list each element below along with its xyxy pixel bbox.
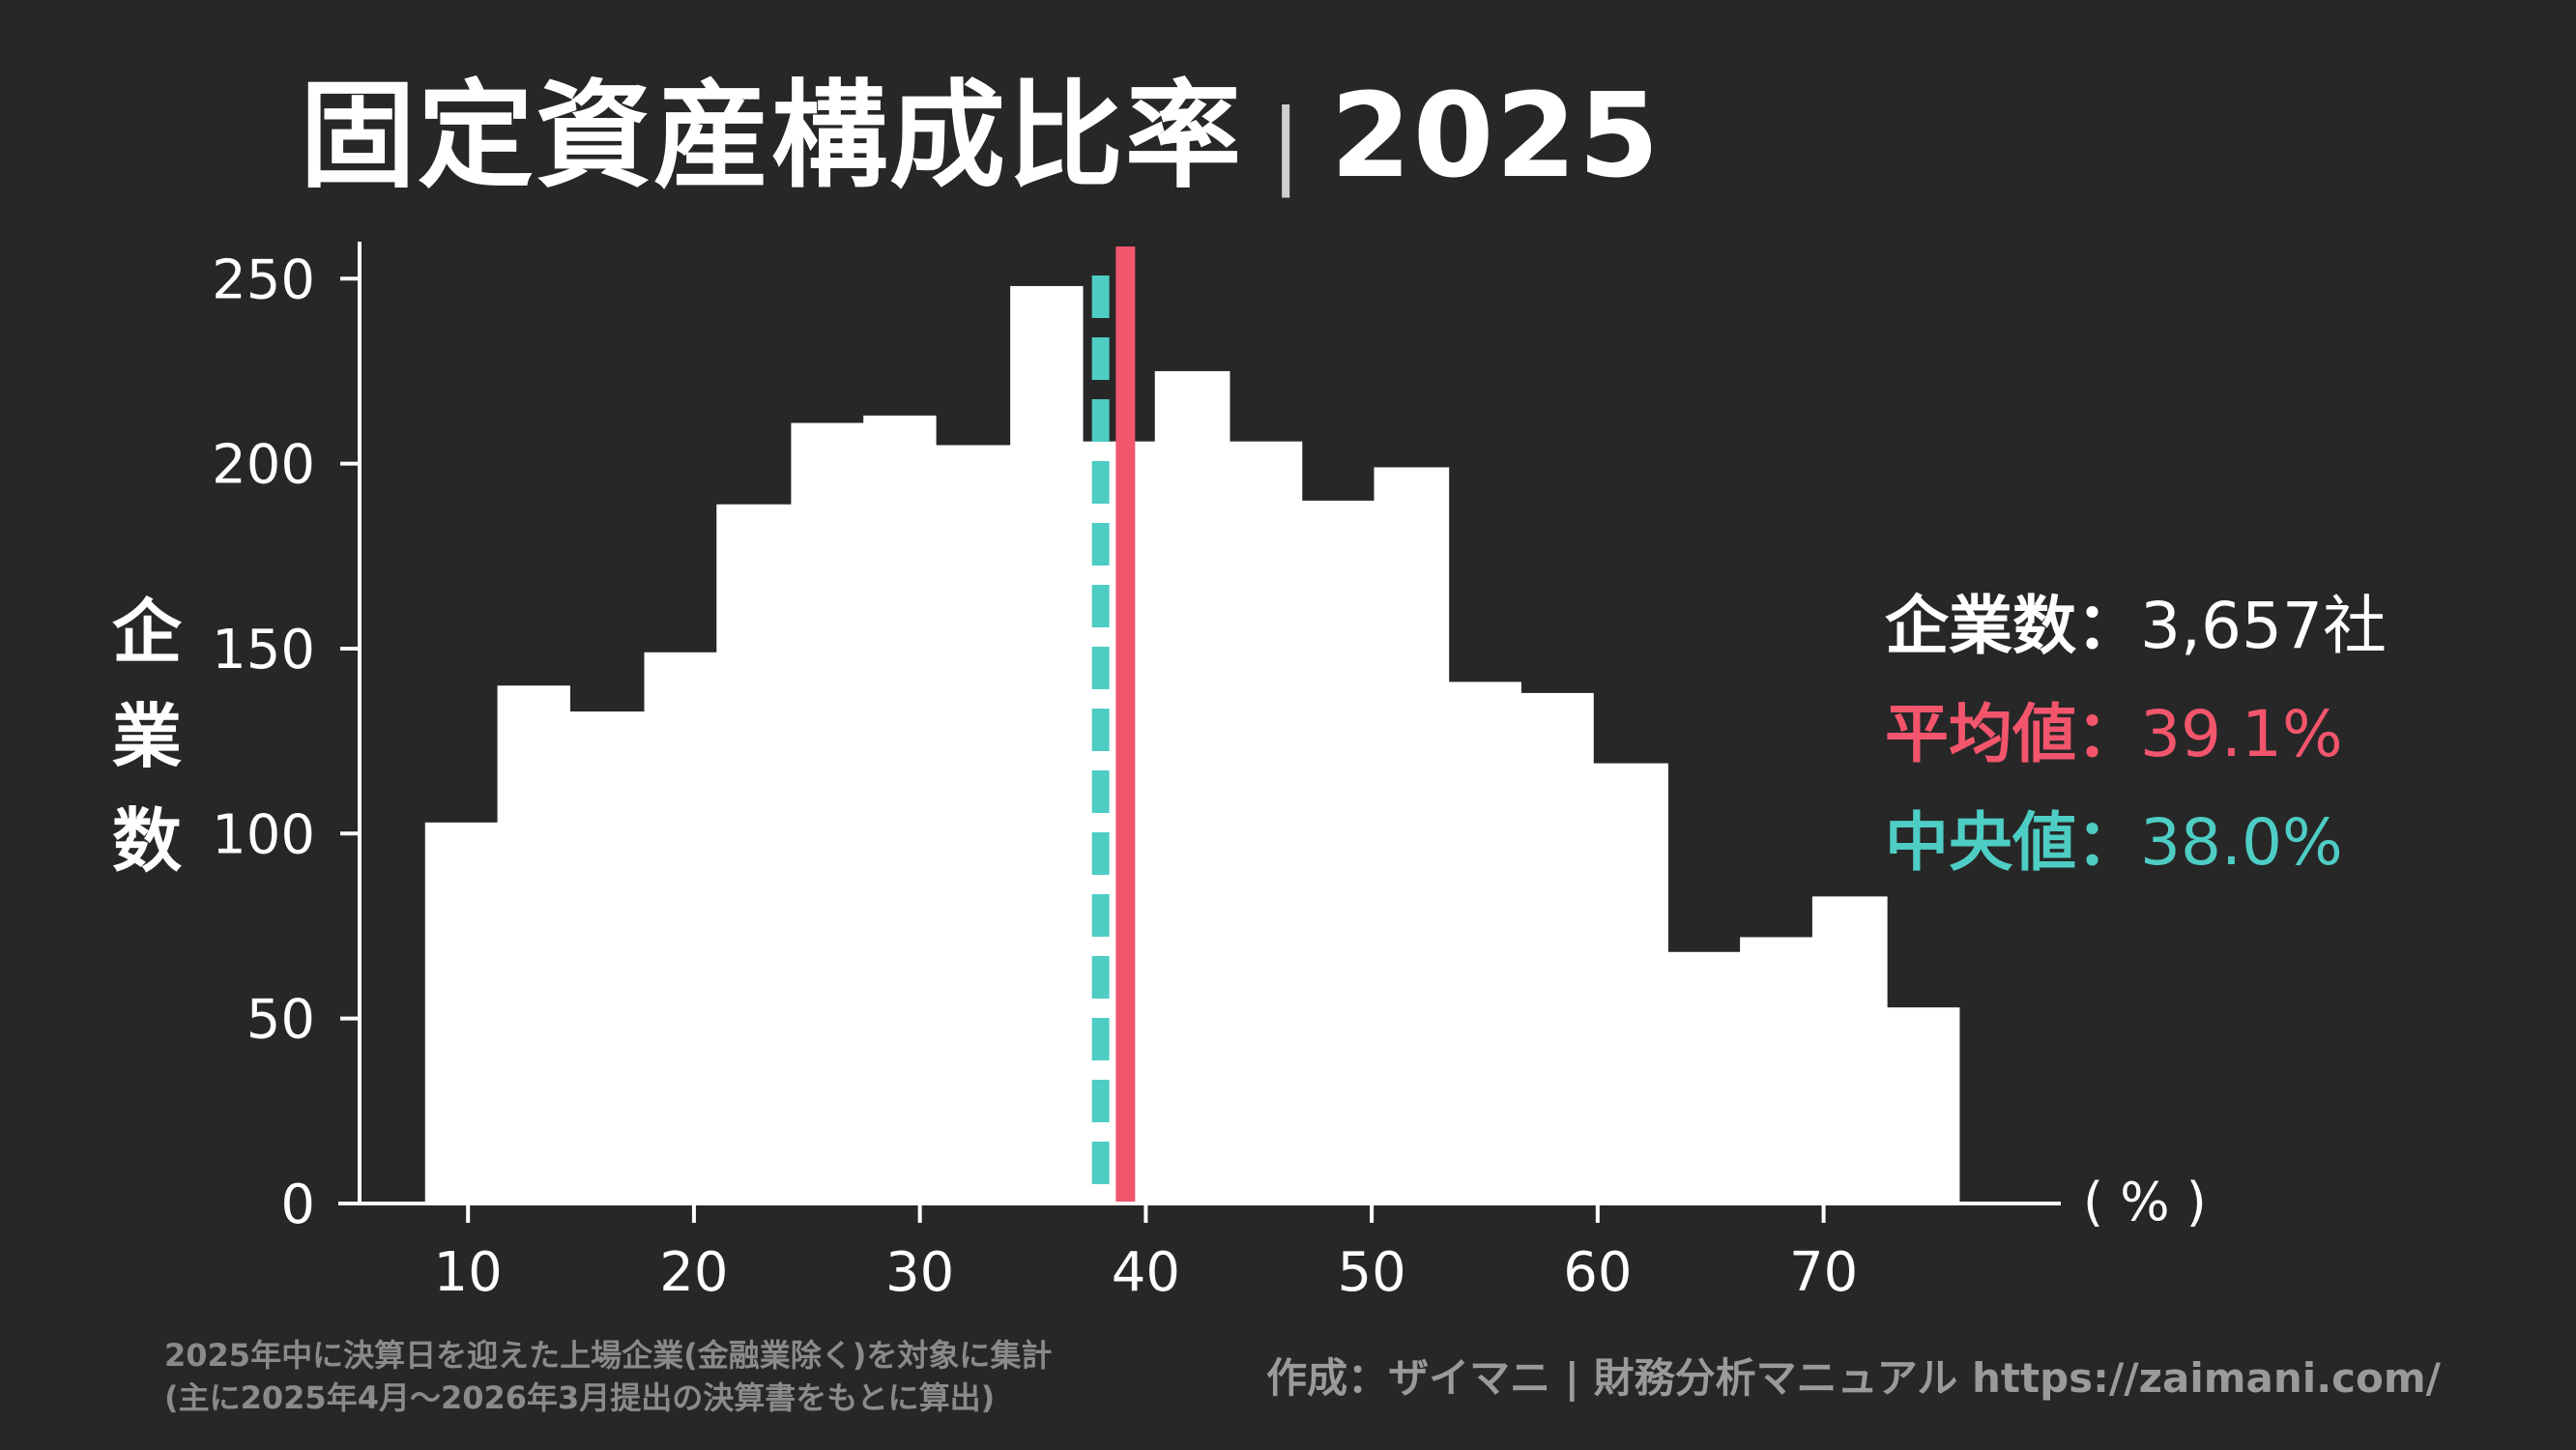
- histogram-bar: [1740, 937, 1813, 1204]
- y-axis-label: 企 業 数: [108, 580, 186, 893]
- histogram-bar: [1520, 692, 1594, 1204]
- x-tick-label: 50: [1337, 1241, 1405, 1304]
- median-label: 中央値: [1885, 805, 2076, 880]
- chart-title: 固定資産構成比率 | 2025: [300, 68, 1661, 207]
- footnote: 2025年中に決算日を迎えた上場企業(金融業除く)を対象に集計 (主に2025年…: [164, 1334, 1052, 1419]
- company-count-value: 3,657社: [2140, 589, 2387, 663]
- x-tick-label: 70: [1789, 1241, 1858, 1304]
- histogram-bar: [1301, 500, 1375, 1204]
- median-value: 38.0%: [2140, 805, 2343, 880]
- y-axis-label-char: 業: [111, 696, 182, 777]
- y-tick-label: 50: [246, 989, 315, 1052]
- x-tick-label: 10: [434, 1241, 503, 1304]
- histogram-bar: [569, 711, 646, 1204]
- mean-value: 39.1%: [2140, 697, 2343, 771]
- footnote-line: (主に2025年4月〜2026年3月提出の決算書をもとに算出): [164, 1379, 996, 1416]
- histogram-bar: [1229, 441, 1303, 1204]
- credit: 作成：ザイマニ | 財務分析マニュアル https://zaimani.com/: [1266, 1354, 2441, 1402]
- histogram-bar: [424, 822, 499, 1204]
- x-tick-label: 40: [1112, 1241, 1180, 1304]
- title-year: 2025: [1330, 70, 1662, 204]
- histogram-bar: [1448, 682, 1521, 1204]
- histogram-bar: [497, 685, 570, 1204]
- x-tick-label: 30: [885, 1241, 954, 1304]
- histogram-bar: [1593, 763, 1668, 1204]
- y-tick-label: 200: [212, 434, 315, 497]
- histogram-bar: [863, 415, 937, 1204]
- stats-panel: 企業数：3,657社 平均値：39.1% 中央値：38.0%: [1885, 572, 2387, 897]
- histogram-bar: [1887, 1007, 1960, 1204]
- colon: ：: [2076, 589, 2140, 663]
- bars-layer: [424, 285, 1960, 1204]
- x-tick-label: 20: [659, 1241, 728, 1304]
- histogram-bar: [1811, 896, 1888, 1204]
- histogram-bar: [1667, 951, 1741, 1204]
- y-axis-label-char: 数: [111, 800, 182, 882]
- histogram-bar: [1010, 285, 1084, 1204]
- histogram-bar: [1154, 370, 1230, 1204]
- x-axis-unit-label: ( % ): [2083, 1172, 2207, 1232]
- y-tick-label: 150: [212, 619, 315, 682]
- histogram-bar: [1374, 467, 1450, 1204]
- title-separator: |: [1270, 90, 1304, 198]
- histogram-bar: [791, 422, 864, 1204]
- company-count-label: 企業数: [1885, 589, 2076, 663]
- x-tick-label: 60: [1563, 1241, 1632, 1304]
- colon: ：: [2076, 697, 2140, 771]
- company-count-row: 企業数：3,657社: [1885, 572, 2387, 681]
- reference-lines-layer: [1091, 246, 1136, 1204]
- median-row: 中央値：38.0%: [1885, 789, 2387, 897]
- y-axis-label-char: 企: [111, 592, 182, 673]
- y-tick-label: 0: [280, 1174, 315, 1236]
- axes-layer: 0 50 100 150 200 250 10 20 30 40 50 60 70: [212, 242, 2061, 1304]
- y-tick-label: 250: [212, 248, 315, 311]
- histogram-bar: [936, 445, 1011, 1204]
- histogram-bar: [716, 504, 793, 1204]
- footnote-line: 2025年中に決算日を迎えた上場企業(金融業除く)を対象に集計: [164, 1337, 1053, 1374]
- mean-row: 平均値：39.1%: [1885, 681, 2387, 789]
- title-text: 固定資産構成比率: [300, 70, 1243, 204]
- colon: ：: [2076, 805, 2140, 880]
- y-tick-label: 100: [212, 803, 315, 866]
- histogram-bar: [644, 652, 717, 1204]
- mean-label: 平均値: [1885, 697, 2076, 771]
